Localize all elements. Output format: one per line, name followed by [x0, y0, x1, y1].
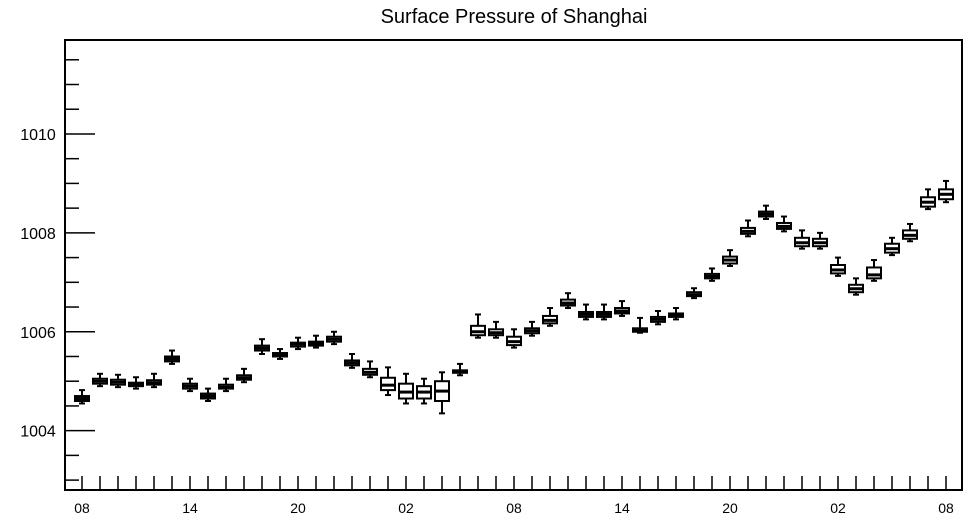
box-plot-item: [254, 338, 270, 356]
x-tick-label: 14: [182, 500, 198, 516]
box-plot-item: [848, 277, 864, 296]
box-series: [74, 179, 954, 415]
box-plot-item: [362, 360, 378, 379]
x-tick-label: 20: [290, 500, 306, 516]
box-plot-item: [398, 372, 414, 405]
box-plot-item: [182, 377, 198, 393]
box-plot-item: [308, 334, 324, 349]
box-plot-item: [722, 249, 738, 267]
box-plot-item: [812, 231, 828, 250]
y-tick-label: 1010: [20, 127, 56, 144]
box-plot-item: [290, 336, 306, 351]
box-plot-item: [344, 353, 360, 369]
box-plot-item: [794, 229, 810, 250]
box-plot-item: [326, 330, 342, 346]
box-plot-item: [164, 349, 180, 365]
box-plot-item: [74, 389, 90, 405]
box-plot-item: [758, 204, 774, 221]
box-plot-item: [110, 373, 126, 389]
box-plot-item: [614, 300, 630, 317]
box-plot-item: [830, 256, 846, 277]
box-plot-item: [668, 307, 684, 321]
box-plot-item: [632, 316, 648, 334]
box-plot-item: [92, 372, 108, 388]
x-tick-label: 08: [74, 500, 90, 516]
x-tick-label: 08: [938, 500, 954, 516]
box-plot-item: [704, 267, 720, 282]
chart-title: Surface Pressure of Shanghai: [381, 6, 648, 28]
x-tick-label: 02: [830, 500, 846, 516]
box-plot-item: [560, 292, 576, 310]
box-plot-item: [578, 303, 594, 321]
box-plot-item: [128, 376, 144, 390]
x-tick-label: 14: [614, 500, 630, 516]
box-plot-item: [524, 320, 540, 337]
box-plot-item: [506, 328, 522, 349]
box-plot-item: [650, 309, 666, 326]
y-tick-label: 1006: [20, 325, 56, 342]
box-plot-item: [920, 188, 936, 211]
box-plot-item: [236, 367, 252, 384]
x-tick-label: 08: [506, 500, 522, 516]
box-plot-item: [488, 320, 504, 339]
y-tick-label: 1004: [20, 424, 56, 441]
box-plot-item: [272, 348, 288, 360]
box-plot-item: [884, 236, 900, 257]
plot-frame: [64, 39, 963, 491]
box-plot-item: [146, 372, 162, 389]
box-plot-item: [470, 313, 486, 339]
x-tick-label: 02: [398, 500, 414, 516]
box-plot-item: [902, 222, 918, 243]
box-plot-item: [542, 307, 558, 327]
x-tick-label: 20: [722, 500, 738, 516]
y-tick-label: 1008: [20, 226, 56, 243]
box-plot-item: [200, 387, 216, 402]
box-plot-item: [380, 366, 396, 397]
x-axis: 08 14 20 02 08 14 20 02 08: [74, 476, 954, 516]
box-plot-item: [434, 371, 450, 415]
box-plot-item: [866, 259, 882, 282]
box-plot-item: [596, 303, 612, 321]
y-axis: 1004 1006 1008 1010: [20, 59, 95, 481]
box-body: [866, 266, 882, 280]
box-plot-item: [740, 219, 756, 238]
box-plot-item: [218, 377, 234, 393]
box-plot-item: [452, 362, 468, 377]
box-plot-item: [938, 179, 954, 204]
box-plot-item: [776, 215, 792, 233]
box-plot-item: [416, 377, 432, 405]
box-plot-item: [686, 287, 702, 300]
